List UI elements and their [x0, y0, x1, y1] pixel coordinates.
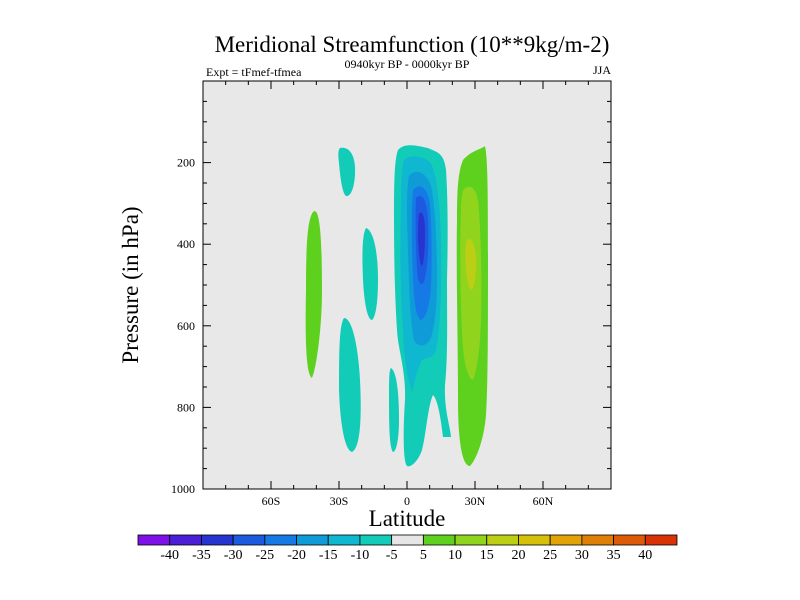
season-label: JJA — [593, 63, 611, 77]
y-tick-label: 400 — [177, 237, 195, 251]
colorbar-swatch — [201, 534, 234, 546]
axis-tick-labels: 60S 30S 0 30N 60N 200 400 600 800 1000 — [171, 156, 554, 508]
colorbar — [137, 534, 678, 546]
colorbar-label: 25 — [543, 548, 557, 563]
colorbar-label: -25 — [255, 548, 274, 563]
x-axis-label: Latitude — [369, 506, 446, 531]
axis-ticks — [202, 80, 612, 490]
colorbar-label: -30 — [224, 548, 243, 563]
negative-cell-edge — [362, 228, 378, 320]
x-tick-label: 60N — [533, 494, 554, 508]
colorbar-swatch — [137, 534, 171, 546]
y-tick-label: 800 — [177, 400, 195, 414]
colorbar-label: -5 — [386, 548, 398, 563]
colorbar-label: -40 — [160, 548, 179, 563]
negative-cell-edge — [389, 368, 399, 452]
period-label: 0940kyr BP - 0000kyr BP — [345, 57, 470, 71]
y-tick-label: 200 — [177, 156, 195, 170]
deep-negative-core — [418, 212, 425, 266]
colorbar-swatch — [581, 534, 614, 546]
colorbar-swatch — [359, 534, 393, 546]
colorbar-label: 40 — [638, 548, 652, 563]
colorbar-swatch — [518, 534, 551, 546]
experiment-label: Expt = tFmef-tfmea — [206, 65, 302, 79]
colorbar-label: 5 — [420, 548, 427, 563]
colorbar-labels: -40 -35 -30 -25 -20 -15 -10 -5 5 10 15 20 25 30 35 40 — [160, 548, 652, 563]
negative-cell-edge — [338, 147, 356, 197]
colorbar-swatch — [327, 534, 361, 546]
colorbar-swatch — [232, 534, 266, 546]
y-tick-label: 1000 — [171, 482, 195, 496]
colorbar-label: 35 — [607, 548, 621, 563]
colorbar-swatch — [264, 534, 297, 546]
x-tick-label: 60S — [262, 494, 281, 508]
colorbar-label: -15 — [319, 548, 338, 563]
southern-positive-cell — [305, 211, 322, 378]
x-tick-label: 30S — [330, 494, 349, 508]
negative-cell-edge — [339, 318, 361, 452]
y-tick-label: 600 — [177, 319, 195, 333]
positive-cell-core — [465, 239, 476, 290]
colorbar-label: 20 — [511, 548, 525, 563]
colorbar-label: 30 — [575, 548, 589, 563]
colorbar-swatch — [613, 534, 646, 546]
colorbar-label: -35 — [192, 548, 211, 563]
colorbar-label: 15 — [480, 548, 494, 563]
colorbar-label: 10 — [448, 548, 462, 563]
colorbar-swatch — [422, 534, 456, 546]
chart-title: Meridional Streamfunction (10**9kg/m-2) — [215, 32, 610, 57]
colorbar-label: -20 — [287, 548, 306, 563]
colorbar-label: -10 — [351, 548, 370, 563]
colorbar-swatch — [644, 534, 678, 546]
colorbar-swatch — [169, 534, 202, 546]
x-tick-label: 0 — [404, 494, 410, 508]
x-tick-label: 30N — [465, 494, 486, 508]
colorbar-swatch — [296, 534, 329, 546]
colorbar-swatch — [391, 534, 424, 546]
y-axis-label: Pressure (in hPa) — [118, 206, 143, 363]
contour-fills — [305, 145, 488, 467]
colorbar-swatch — [454, 534, 488, 546]
colorbar-swatch — [549, 534, 583, 546]
colorbar-swatch — [486, 534, 519, 546]
